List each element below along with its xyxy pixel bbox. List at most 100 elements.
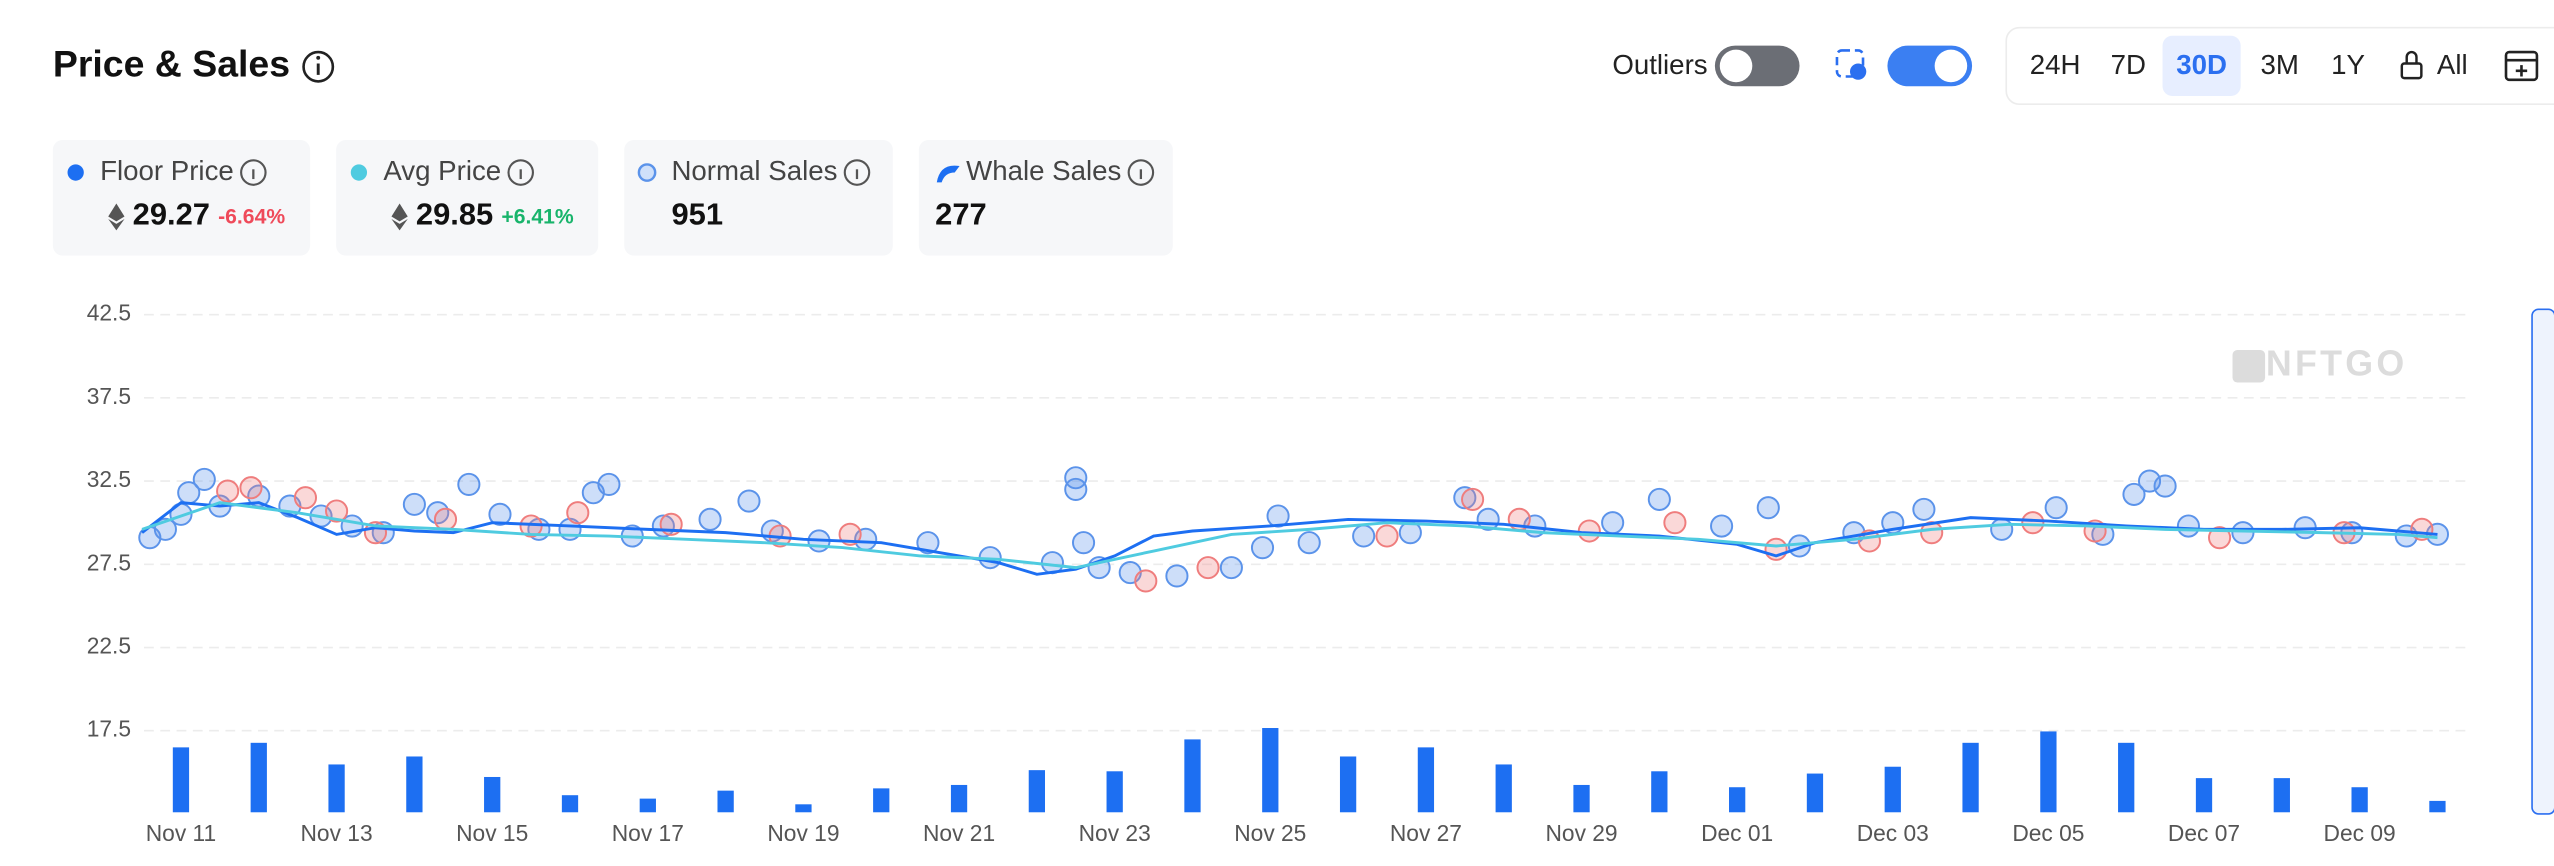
- x-tick-label: Nov 25: [1234, 820, 1306, 846]
- sale-point: [1647, 487, 1671, 511]
- volume-bar: [2351, 787, 2368, 813]
- volume-bar: [1729, 787, 1746, 813]
- sale-point: [325, 499, 349, 523]
- calendar-icon[interactable]: [2504, 50, 2539, 82]
- sale-point: [1250, 536, 1275, 560]
- range-button[interactable]: 30D: [2176, 49, 2227, 80]
- sale-point: [1663, 511, 1687, 535]
- whale-toggle[interactable]: [1887, 45, 1973, 87]
- volume-bar: [795, 804, 812, 813]
- sale-point: [239, 476, 263, 500]
- range-button[interactable]: All: [2437, 49, 2468, 80]
- x-tick-label: Dec 07: [2168, 820, 2240, 846]
- x-tick-label: Nov 13: [301, 820, 373, 846]
- sale-point: [433, 507, 458, 531]
- sale-point: [1165, 564, 1189, 588]
- sale-point: [1461, 487, 1485, 511]
- sale-point: [698, 507, 722, 531]
- volume-bar: [1262, 728, 1279, 813]
- volume-bar: [1106, 771, 1123, 813]
- stat-change: -6.64%: [218, 206, 285, 229]
- volume-bar: [328, 764, 345, 813]
- sale-point: [1912, 497, 1936, 521]
- price-line: [141, 501, 2438, 576]
- sale-point: [2153, 474, 2177, 498]
- volume-bar: [1962, 742, 1979, 813]
- x-tick-label: Nov 15: [456, 820, 528, 846]
- stat-value: 951: [671, 197, 723, 232]
- x-tick-label: Nov 23: [1079, 820, 1151, 846]
- sale-point: [488, 502, 512, 526]
- eth-icon: [391, 203, 408, 231]
- range-box: [2005, 26, 2554, 105]
- sale-point: [566, 501, 590, 525]
- stat-card: [624, 139, 893, 256]
- sale-point: [1134, 569, 1158, 593]
- watermark: NFTGO: [2266, 344, 2408, 384]
- x-tick-label: Nov 27: [1390, 820, 1462, 846]
- sale-point: [2208, 526, 2232, 550]
- volume-bar: [1884, 766, 1901, 813]
- x-tick-label: Dec 01: [1701, 820, 1773, 846]
- volume-bar: [1651, 771, 1668, 813]
- volume-bar: [950, 784, 968, 813]
- stat-value: 29.85: [416, 197, 493, 232]
- scroll-handle[interactable]: [2531, 308, 2554, 815]
- range-button[interactable]: 1Y: [2331, 49, 2365, 80]
- legend-dot: [67, 164, 84, 181]
- x-tick-label: Nov 21: [923, 820, 995, 846]
- x-tick-label: Nov 19: [767, 820, 839, 846]
- y-tick-label: 22.5: [87, 633, 131, 659]
- y-tick-label: 17.5: [87, 716, 131, 742]
- legend-label: Whale Sales: [966, 155, 1121, 186]
- outliers-label: Outliers: [1612, 49, 1707, 80]
- sale-point: [1064, 477, 1088, 501]
- volume-bar: [2040, 731, 2057, 813]
- x-tick-label: Dec 09: [2324, 820, 2396, 846]
- info-icon[interactable]: [507, 159, 534, 186]
- y-tick-label: 42.5: [87, 300, 131, 326]
- range-button[interactable]: 7D: [2111, 49, 2146, 80]
- title: Price & Sales: [53, 43, 290, 85]
- volume-bar: [406, 756, 423, 813]
- sale-point: [2044, 496, 2068, 520]
- sale-point: [597, 472, 621, 496]
- volume-bar: [2118, 742, 2135, 813]
- volume-bar: [2195, 778, 2213, 813]
- sale-point: [1375, 524, 1399, 548]
- volume-bar: [484, 776, 501, 813]
- sale-point: [2176, 514, 2201, 538]
- legend-label: Avg Price: [383, 155, 501, 186]
- volume-bar: [2273, 778, 2290, 813]
- whale-icon: [936, 165, 960, 183]
- volume-bar: [172, 747, 190, 813]
- sale-point: [2122, 482, 2146, 506]
- outliers-toggle[interactable]: [1714, 45, 1800, 87]
- volume-bar: [1184, 739, 1201, 813]
- volume-bar: [639, 798, 656, 813]
- volume-bar: [2429, 800, 2446, 813]
- price-line: [141, 501, 2438, 570]
- sale-point: [1071, 531, 1096, 555]
- volume-bar: [1573, 784, 1590, 813]
- y-tick-label: 32.5: [87, 466, 131, 492]
- y-tick-label: 37.5: [87, 383, 131, 409]
- info-icon[interactable]: [1127, 159, 1155, 186]
- info-icon[interactable]: [240, 159, 267, 186]
- sale-point: [1297, 531, 1321, 555]
- alert-icon[interactable]: [1835, 49, 1867, 80]
- sale-point: [838, 522, 862, 546]
- volume-bar: [561, 795, 579, 813]
- volume-bar: [1806, 773, 1824, 813]
- stat-value: 277: [935, 197, 987, 232]
- stat-value: 29.27: [133, 197, 210, 232]
- info-icon[interactable]: [302, 50, 335, 83]
- x-tick-label: Nov 17: [612, 820, 684, 846]
- info-icon[interactable]: [843, 159, 871, 186]
- watermark-logo: [2232, 349, 2266, 383]
- range-button[interactable]: 24H: [2030, 49, 2081, 80]
- eth-icon: [108, 203, 125, 231]
- sale-point: [216, 479, 240, 503]
- range-button[interactable]: 3M: [2261, 49, 2299, 80]
- sale-point: [1756, 496, 1780, 520]
